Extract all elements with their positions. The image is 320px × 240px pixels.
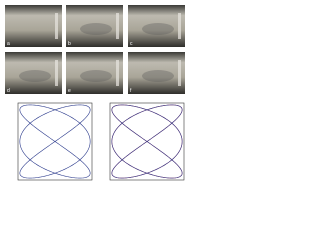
tube-end	[116, 60, 119, 86]
photo	[5, 52, 62, 94]
tube-end	[116, 13, 119, 39]
tube-end	[178, 60, 181, 86]
tube-end	[55, 60, 58, 86]
plot-left	[17, 102, 93, 181]
panel-label: e	[68, 88, 71, 94]
plot-right	[109, 102, 185, 181]
tube-end	[55, 13, 58, 39]
tube-end	[178, 13, 181, 39]
panel-label: f	[130, 88, 132, 94]
flow-shape	[142, 70, 174, 82]
figure: a b c d e f	[5, 5, 185, 181]
photo	[66, 5, 123, 47]
curve	[111, 104, 183, 179]
photo-grid: a b c d e f	[5, 5, 185, 94]
panel-label: b	[68, 41, 71, 47]
flow-shape	[142, 23, 174, 35]
photo	[128, 52, 185, 94]
panel-label: c	[130, 41, 133, 47]
flow-shape	[19, 70, 51, 82]
plot-frame	[17, 102, 93, 181]
photo	[66, 52, 123, 94]
panel-label: a	[7, 41, 10, 47]
panel-label: d	[7, 88, 10, 94]
curve	[19, 104, 91, 179]
flow-shape	[80, 70, 112, 82]
photo	[5, 5, 62, 47]
plot-frame	[109, 102, 185, 181]
photo	[128, 5, 185, 47]
flow-shape	[80, 23, 112, 35]
